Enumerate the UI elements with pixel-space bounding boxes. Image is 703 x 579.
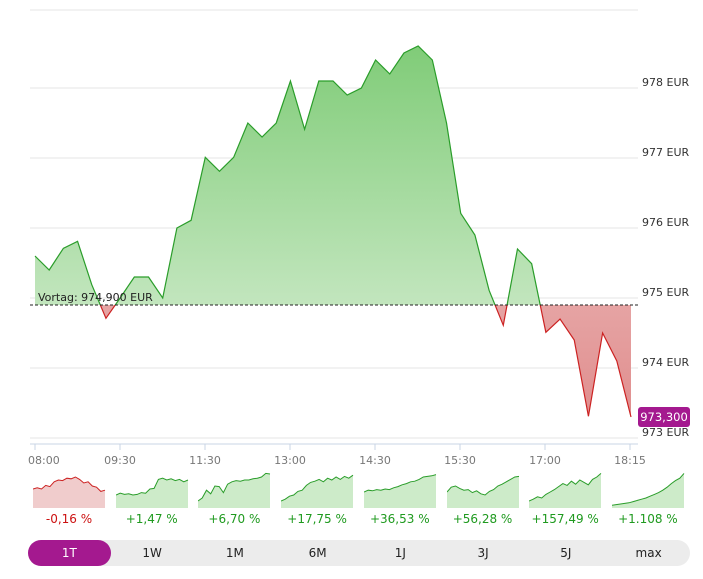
- x-tick-label: 08:00: [28, 454, 60, 467]
- period-change: +1,47 %: [125, 512, 178, 526]
- sparkline-line: [529, 473, 602, 502]
- price-line-up: [34, 45, 541, 305]
- sparkline-area: [281, 475, 354, 508]
- sparkline-area: [529, 473, 602, 508]
- sparkline-area: [115, 478, 188, 508]
- x-tick-label: 18:15: [614, 454, 646, 467]
- sparkline-1M[interactable]: [198, 470, 271, 508]
- period-change: +6,70 %: [208, 512, 261, 526]
- sparkline-max[interactable]: [611, 470, 685, 508]
- tab-1W[interactable]: 1W: [142, 546, 162, 560]
- sparkline-area: [198, 473, 271, 508]
- sparkline-line: [281, 474, 354, 502]
- previous-close-label: Vortag: 974,900 EUR: [38, 291, 153, 304]
- sparkline-area: [363, 474, 436, 508]
- tab-6M[interactable]: 6M: [308, 546, 327, 560]
- y-tick-label: 978 EUR: [642, 76, 689, 89]
- period-change: +36,53 %: [369, 512, 430, 526]
- sparkline-area: [611, 473, 684, 508]
- tab-1M[interactable]: 1M: [225, 546, 244, 560]
- svg-text:973,300: 973,300: [640, 410, 688, 424]
- y-tick-label: 977 EUR: [642, 146, 689, 159]
- y-tick-label: 975 EUR: [642, 286, 689, 299]
- sparkline-line: [446, 475, 519, 496]
- sparkline-area: [446, 476, 519, 508]
- tab-1J[interactable]: 1J: [394, 546, 406, 560]
- period-change: +17,75 %: [287, 512, 347, 526]
- sparkline-1J[interactable]: [363, 470, 437, 508]
- area-above-previous-close: [35, 46, 631, 305]
- sparkline-line: [33, 476, 106, 492]
- y-tick-label: 973 EUR: [642, 426, 689, 439]
- x-tick-label: 13:00: [274, 454, 306, 467]
- x-tick-label: 15:30: [444, 454, 476, 467]
- last-price-badge: 973,300: [638, 407, 690, 427]
- sparkline-5J[interactable]: [529, 470, 602, 508]
- sparkline-3J[interactable]: [446, 470, 520, 508]
- period-change: +157,49 %: [531, 512, 599, 526]
- tab-3J[interactable]: 3J: [477, 546, 489, 560]
- x-tick-label: 09:30: [104, 454, 136, 467]
- sparkline-1T[interactable]: [33, 470, 106, 508]
- tab-5J[interactable]: 5J: [560, 546, 572, 560]
- sparkline-line: [198, 472, 271, 502]
- period-change: -0,16 %: [45, 512, 93, 526]
- x-tick-label: 11:30: [189, 454, 221, 467]
- sparkline-1W[interactable]: [115, 470, 189, 508]
- y-tick-label: 974 EUR: [642, 356, 689, 369]
- x-tick-label: 14:30: [359, 454, 391, 467]
- sparkline-line: [115, 477, 188, 496]
- sparkline-line: [611, 473, 685, 506]
- period-tabs: 1T 1W 1M 6M 1J 3J 5J max: [28, 540, 690, 566]
- period-change: +56,28 %: [452, 512, 513, 526]
- sparkline-line: [363, 474, 436, 493]
- tab-max[interactable]: max: [635, 546, 662, 560]
- sparkline-6M[interactable]: [281, 470, 354, 508]
- y-tick-label: 976 EUR: [642, 216, 689, 229]
- x-tick-label: 17:00: [529, 454, 561, 467]
- tab-1T[interactable]: 1T: [28, 540, 111, 566]
- area-below-previous-close: [35, 305, 631, 417]
- period-change: +1.108 %: [618, 512, 678, 526]
- sparkline-area: [33, 477, 105, 508]
